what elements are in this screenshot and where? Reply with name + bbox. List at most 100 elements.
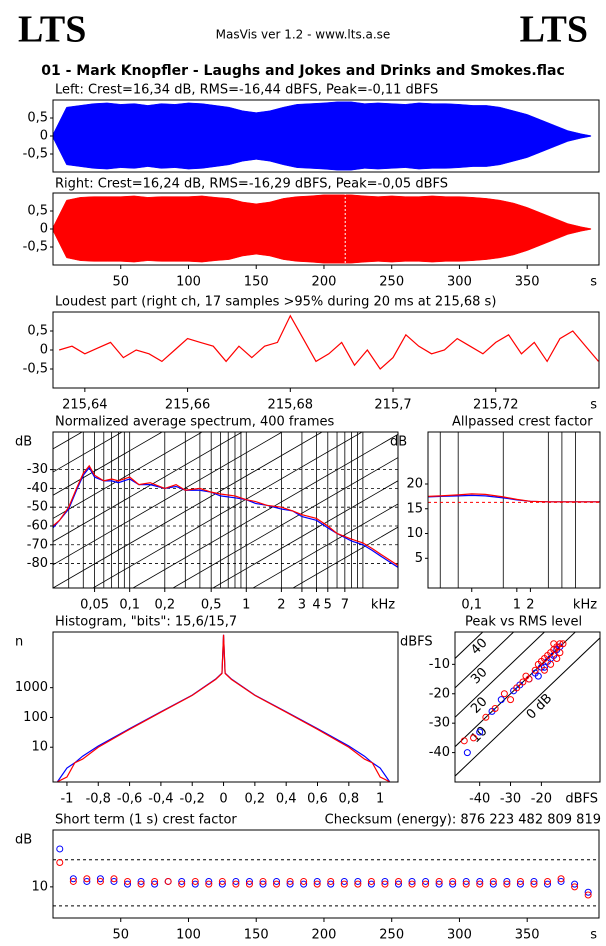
point <box>449 877 457 885</box>
point <box>96 875 104 883</box>
crest-line <box>455 632 546 718</box>
crest-line-label: 40 <box>468 636 490 658</box>
x-tick-label: -1 <box>60 792 73 807</box>
point <box>313 880 321 888</box>
y-tick-label: 1000 <box>15 680 48 695</box>
point <box>525 675 533 683</box>
slope-line <box>53 432 203 519</box>
point <box>191 877 199 885</box>
x-tick-label: 4 <box>312 598 320 613</box>
x-tick-label: 215,68 <box>268 398 314 413</box>
point <box>513 684 521 692</box>
y-tick-label: -0,5 <box>23 362 48 377</box>
point <box>547 660 555 668</box>
checksum: Checksum (energy): 876 223 482 809 819 <box>325 813 601 828</box>
plot-frame <box>52 99 600 173</box>
point <box>540 666 548 674</box>
x-tick-label: 200 <box>312 928 337 943</box>
y-tick-label: -40 <box>27 481 48 496</box>
point <box>137 877 145 885</box>
point <box>56 845 64 853</box>
series-line <box>53 464 398 566</box>
crest-line-label: 0 dB <box>524 691 556 723</box>
y-tick-label: -80 <box>27 556 48 571</box>
x-tick-label: 215,64 <box>62 398 108 413</box>
x-tick-label: 350 <box>515 275 540 290</box>
x-tick-label: 2 <box>277 598 285 613</box>
point <box>340 880 348 888</box>
point <box>137 880 145 888</box>
point <box>178 880 186 888</box>
point <box>96 877 104 885</box>
file-name: 01 - Mark Knopfler - Laughs and Jokes an… <box>41 63 565 79</box>
y-tick-label: -10 <box>429 657 450 672</box>
series-line <box>57 634 390 782</box>
y-tick-label: 10 <box>31 879 48 894</box>
point <box>553 654 561 662</box>
point <box>300 877 308 885</box>
point <box>422 880 430 888</box>
panel-title: Short term (1 s) crest factor <box>55 813 237 828</box>
y-tick-label: 0 <box>40 129 48 144</box>
crest-line <box>455 632 484 659</box>
x-tick-label: 0 <box>219 792 227 807</box>
point <box>151 880 159 888</box>
point <box>435 877 443 885</box>
point <box>534 672 542 680</box>
x-tick-label: 250 <box>379 928 404 943</box>
point <box>544 880 552 888</box>
point <box>110 875 118 883</box>
point <box>178 877 186 885</box>
x-tick-label: -40 <box>469 792 490 807</box>
x-tick-label: 0,1 <box>461 598 482 613</box>
point <box>124 877 132 885</box>
y-tick-label: 0 <box>40 222 48 237</box>
point <box>381 877 389 885</box>
point <box>557 877 565 885</box>
point <box>232 877 240 885</box>
point <box>503 877 511 885</box>
point <box>463 749 471 757</box>
slope-line <box>172 457 398 588</box>
point <box>460 737 468 745</box>
point <box>489 880 497 888</box>
crest-line <box>455 632 577 748</box>
panel-title: Peak vs RMS level <box>465 615 582 630</box>
x-tick-label: 3 <box>298 598 306 613</box>
plot-frame <box>52 192 600 266</box>
x-axis-label: kHz <box>573 598 597 613</box>
point <box>476 728 484 736</box>
x-tick-label: 300 <box>447 275 472 290</box>
point <box>205 877 213 885</box>
y-tick-label: -30 <box>429 716 450 731</box>
point <box>476 880 484 888</box>
x-tick-label: 1 <box>376 792 384 807</box>
point <box>69 877 77 885</box>
y-tick-label: 0,5 <box>27 111 48 126</box>
plot-frame <box>52 631 399 783</box>
x-tick-label: 300 <box>447 928 472 943</box>
x-tick-label: 100 <box>176 275 201 290</box>
x-tick-label: 0,4 <box>276 792 297 807</box>
point <box>394 877 402 885</box>
x-tick-label: 1 <box>513 598 521 613</box>
point <box>340 877 348 885</box>
y-tick-label: -70 <box>27 537 48 552</box>
x-axis-label: dBFS <box>565 792 598 807</box>
x-tick-label: 150 <box>244 275 269 290</box>
y-axis-label: n <box>15 635 23 650</box>
slope-line <box>53 432 323 588</box>
point <box>550 640 558 648</box>
point <box>245 877 253 885</box>
panel-title: Histogram, "bits": 15,6/15,7 <box>55 615 237 630</box>
waveform <box>53 228 592 264</box>
plot-area <box>53 845 599 907</box>
point <box>422 877 430 885</box>
x-tick-label: -30 <box>500 792 521 807</box>
point <box>232 880 240 888</box>
point <box>327 880 335 888</box>
y-axis-label: dBFS <box>400 635 433 650</box>
